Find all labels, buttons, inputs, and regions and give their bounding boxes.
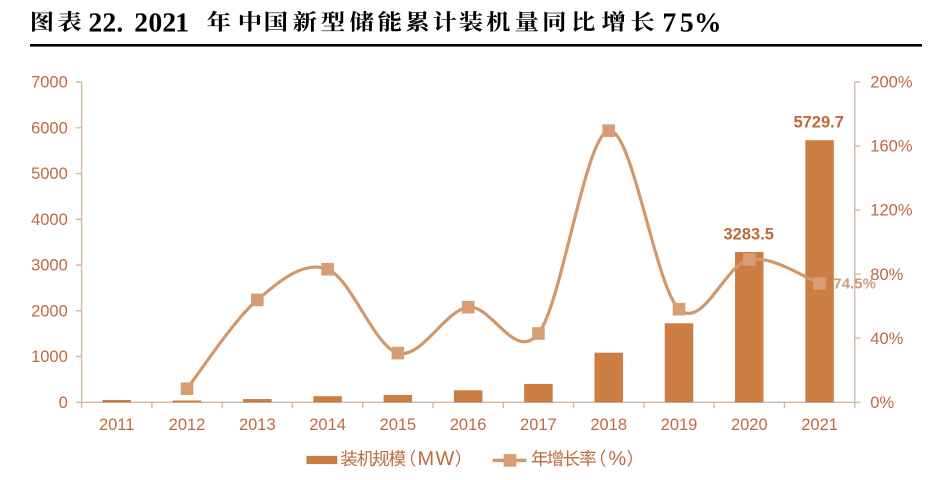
svg-text:2012: 2012	[169, 416, 206, 434]
svg-text:7000: 7000	[31, 74, 68, 92]
svg-text:2014: 2014	[309, 416, 346, 434]
svg-text:120%: 120%	[870, 202, 913, 220]
svg-text:5729.7: 5729.7	[793, 114, 843, 132]
svg-text:2013: 2013	[239, 416, 276, 434]
svg-text:200%: 200%	[870, 74, 913, 92]
svg-text:2019: 2019	[661, 416, 698, 434]
svg-text:2020: 2020	[731, 416, 768, 434]
svg-text:2017: 2017	[520, 416, 557, 434]
svg-text:3283.5: 3283.5	[723, 226, 773, 244]
svg-text:160%: 160%	[870, 138, 913, 156]
svg-text:80%: 80%	[870, 266, 903, 284]
svg-text:2000: 2000	[31, 302, 68, 320]
svg-text:2018: 2018	[590, 416, 627, 434]
svg-text:0: 0	[59, 394, 68, 412]
svg-text:2016: 2016	[450, 416, 487, 434]
svg-text:4000: 4000	[31, 211, 68, 229]
svg-text:3000: 3000	[31, 257, 68, 275]
svg-text:2011: 2011	[99, 416, 134, 434]
svg-text:2021: 2021	[801, 416, 838, 434]
svg-text:40%: 40%	[870, 330, 903, 348]
svg-text:74.5%: 74.5%	[833, 276, 876, 293]
svg-text:6000: 6000	[31, 119, 68, 137]
svg-text:2015: 2015	[380, 416, 417, 434]
svg-text:5000: 5000	[31, 165, 68, 183]
svg-text:0%: 0%	[870, 394, 894, 412]
svg-text:1000: 1000	[31, 348, 68, 366]
